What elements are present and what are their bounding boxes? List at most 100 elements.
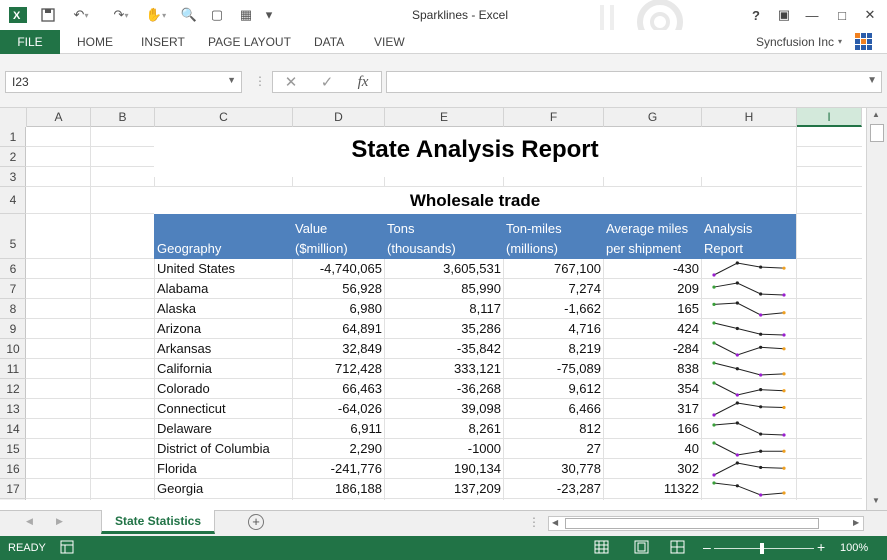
help-button[interactable]: ?: [752, 7, 760, 23]
cell-value[interactable]: -64,026: [337, 401, 382, 416]
cell-tons[interactable]: 35,286: [461, 321, 501, 336]
sparkline[interactable]: [710, 320, 790, 338]
row-header[interactable]: 12: [0, 379, 26, 399]
cell-average-miles[interactable]: 209: [677, 281, 699, 296]
zoom-out-icon[interactable]: –: [703, 539, 711, 555]
sparkline[interactable]: [710, 460, 790, 478]
cell-tons[interactable]: 39,098: [461, 401, 501, 416]
name-box[interactable]: I23 ▼: [5, 71, 242, 93]
account-name[interactable]: Syncfusion Inc: [756, 35, 835, 49]
cell-value[interactable]: 32,849: [342, 341, 382, 356]
cell-average-miles[interactable]: -430: [672, 261, 699, 276]
header-average-miles-sub[interactable]: per shipment: [606, 241, 682, 256]
header-geography[interactable]: Geography: [157, 241, 222, 256]
column-header-i[interactable]: I: [797, 108, 862, 127]
cell-geography[interactable]: Florida: [157, 461, 197, 476]
spelling-icon[interactable]: ▢: [210, 7, 224, 22]
cell-geography[interactable]: Alabama: [157, 281, 209, 296]
cell-tons[interactable]: 85,990: [461, 281, 501, 296]
cell-geography[interactable]: United States: [157, 261, 236, 276]
zoom-in-icon[interactable]: +: [817, 539, 826, 555]
zoom-level[interactable]: 100%: [840, 542, 869, 554]
row-header[interactable]: 13: [0, 399, 26, 419]
sheet-tab-state-statistics[interactable]: State Statistics: [101, 510, 215, 534]
row-header[interactable]: 10: [0, 339, 26, 359]
cell-average-miles[interactable]: 40: [684, 441, 699, 456]
column-header-d[interactable]: D: [293, 108, 385, 127]
scroll-right-icon[interactable]: ▶: [853, 518, 860, 527]
cell-average-miles[interactable]: 11322: [663, 481, 699, 496]
column-header-h[interactable]: H: [702, 108, 797, 127]
cell-geography[interactable]: Alaska: [157, 301, 197, 316]
cell-ton-miles[interactable]: 9,612: [568, 381, 601, 396]
cell-average-miles[interactable]: 166: [677, 421, 699, 436]
header-average-miles[interactable]: Average miles: [606, 221, 689, 236]
row-header[interactable]: 4: [0, 187, 26, 214]
cell-ton-miles[interactable]: 6,466: [568, 401, 601, 416]
cell-ton-miles[interactable]: -75,089: [556, 361, 601, 376]
insert-function-button[interactable]: fx: [357, 73, 369, 90]
cell-average-miles[interactable]: 354: [677, 381, 699, 396]
cell-geography[interactable]: District of Columbia: [157, 441, 270, 456]
row-header[interactable]: 5: [0, 214, 26, 259]
row-header[interactable]: 15: [0, 439, 26, 459]
report-title[interactable]: State Analysis Report: [154, 127, 796, 177]
account-dropdown-icon[interactable]: ▾: [838, 37, 843, 46]
column-header-e[interactable]: E: [385, 108, 504, 127]
cell-ton-miles[interactable]: 8,219: [568, 341, 601, 356]
zoom-slider-thumb[interactable]: [760, 543, 764, 554]
cell-geography[interactable]: Delaware: [157, 421, 212, 436]
scroll-up-icon[interactable]: ▲: [872, 110, 880, 119]
row-header[interactable]: 8: [0, 299, 26, 319]
column-header-c[interactable]: C: [155, 108, 293, 127]
cell-tons[interactable]: 137,209: [454, 481, 501, 496]
sparkline[interactable]: [710, 380, 790, 398]
expand-formula-icon[interactable]: ▼: [867, 75, 877, 86]
header-analysis-sub[interactable]: Report: [704, 241, 744, 256]
tab-page-layout[interactable]: PAGE LAYOUT: [208, 35, 291, 49]
sparkline[interactable]: [710, 360, 790, 378]
tab-data[interactable]: DATA: [314, 35, 345, 49]
cell-ton-miles[interactable]: 30,778: [561, 461, 601, 476]
report-subtitle[interactable]: Wholesale trade: [154, 187, 796, 214]
header-tons[interactable]: Tons: [387, 221, 415, 236]
cell-tons[interactable]: 333,121: [454, 361, 501, 376]
tab-split-grip-icon[interactable]: ⋮: [528, 515, 540, 529]
sparkline[interactable]: [710, 420, 790, 438]
cell-tons[interactable]: -1000: [467, 441, 501, 456]
column-header-g[interactable]: G: [604, 108, 702, 127]
cell-average-miles[interactable]: 165: [677, 301, 699, 316]
cell-value[interactable]: 64,891: [342, 321, 382, 336]
cell-value[interactable]: -4,740,065: [319, 261, 382, 276]
row-header[interactable]: 1: [0, 127, 26, 147]
next-sheet-icon[interactable]: ▶: [56, 516, 63, 526]
cell-ton-miles[interactable]: 767,100: [554, 261, 601, 276]
open-icon[interactable]: ▦: [239, 7, 253, 22]
row-header[interactable]: 16: [0, 459, 26, 479]
cell-value[interactable]: 2,290: [349, 441, 382, 456]
row-header[interactable]: 17: [0, 479, 26, 499]
cell-tons[interactable]: 8,261: [468, 421, 501, 436]
cancel-icon[interactable]: ✕: [284, 74, 298, 91]
cell-average-miles[interactable]: 317: [677, 401, 699, 416]
horizontal-scroll-thumb[interactable]: [565, 518, 819, 529]
cell-geography[interactable]: Connecticut: [157, 401, 226, 416]
tab-home[interactable]: HOME: [77, 35, 113, 49]
save-icon[interactable]: [38, 6, 58, 24]
cell-tons[interactable]: 190,134: [454, 461, 501, 476]
header-ton-miles[interactable]: Ton-miles: [506, 221, 562, 236]
sparkline[interactable]: [710, 260, 790, 278]
enter-icon[interactable]: ✓: [320, 74, 334, 91]
cell-value[interactable]: 712,428: [335, 361, 382, 376]
formula-input[interactable]: ▼: [386, 71, 882, 93]
cell-ton-miles[interactable]: -23,287: [556, 481, 601, 496]
row-header[interactable]: 11: [0, 359, 26, 379]
row-header[interactable]: 3: [0, 167, 26, 187]
cell-average-miles[interactable]: -284: [672, 341, 699, 356]
column-header-b[interactable]: B: [91, 108, 155, 127]
prev-sheet-icon[interactable]: ◀: [26, 516, 33, 526]
select-all-corner[interactable]: [0, 108, 27, 127]
zoom-slider-track[interactable]: [714, 548, 814, 549]
normal-view-icon[interactable]: [594, 540, 609, 557]
page-layout-view-icon[interactable]: [634, 540, 649, 557]
